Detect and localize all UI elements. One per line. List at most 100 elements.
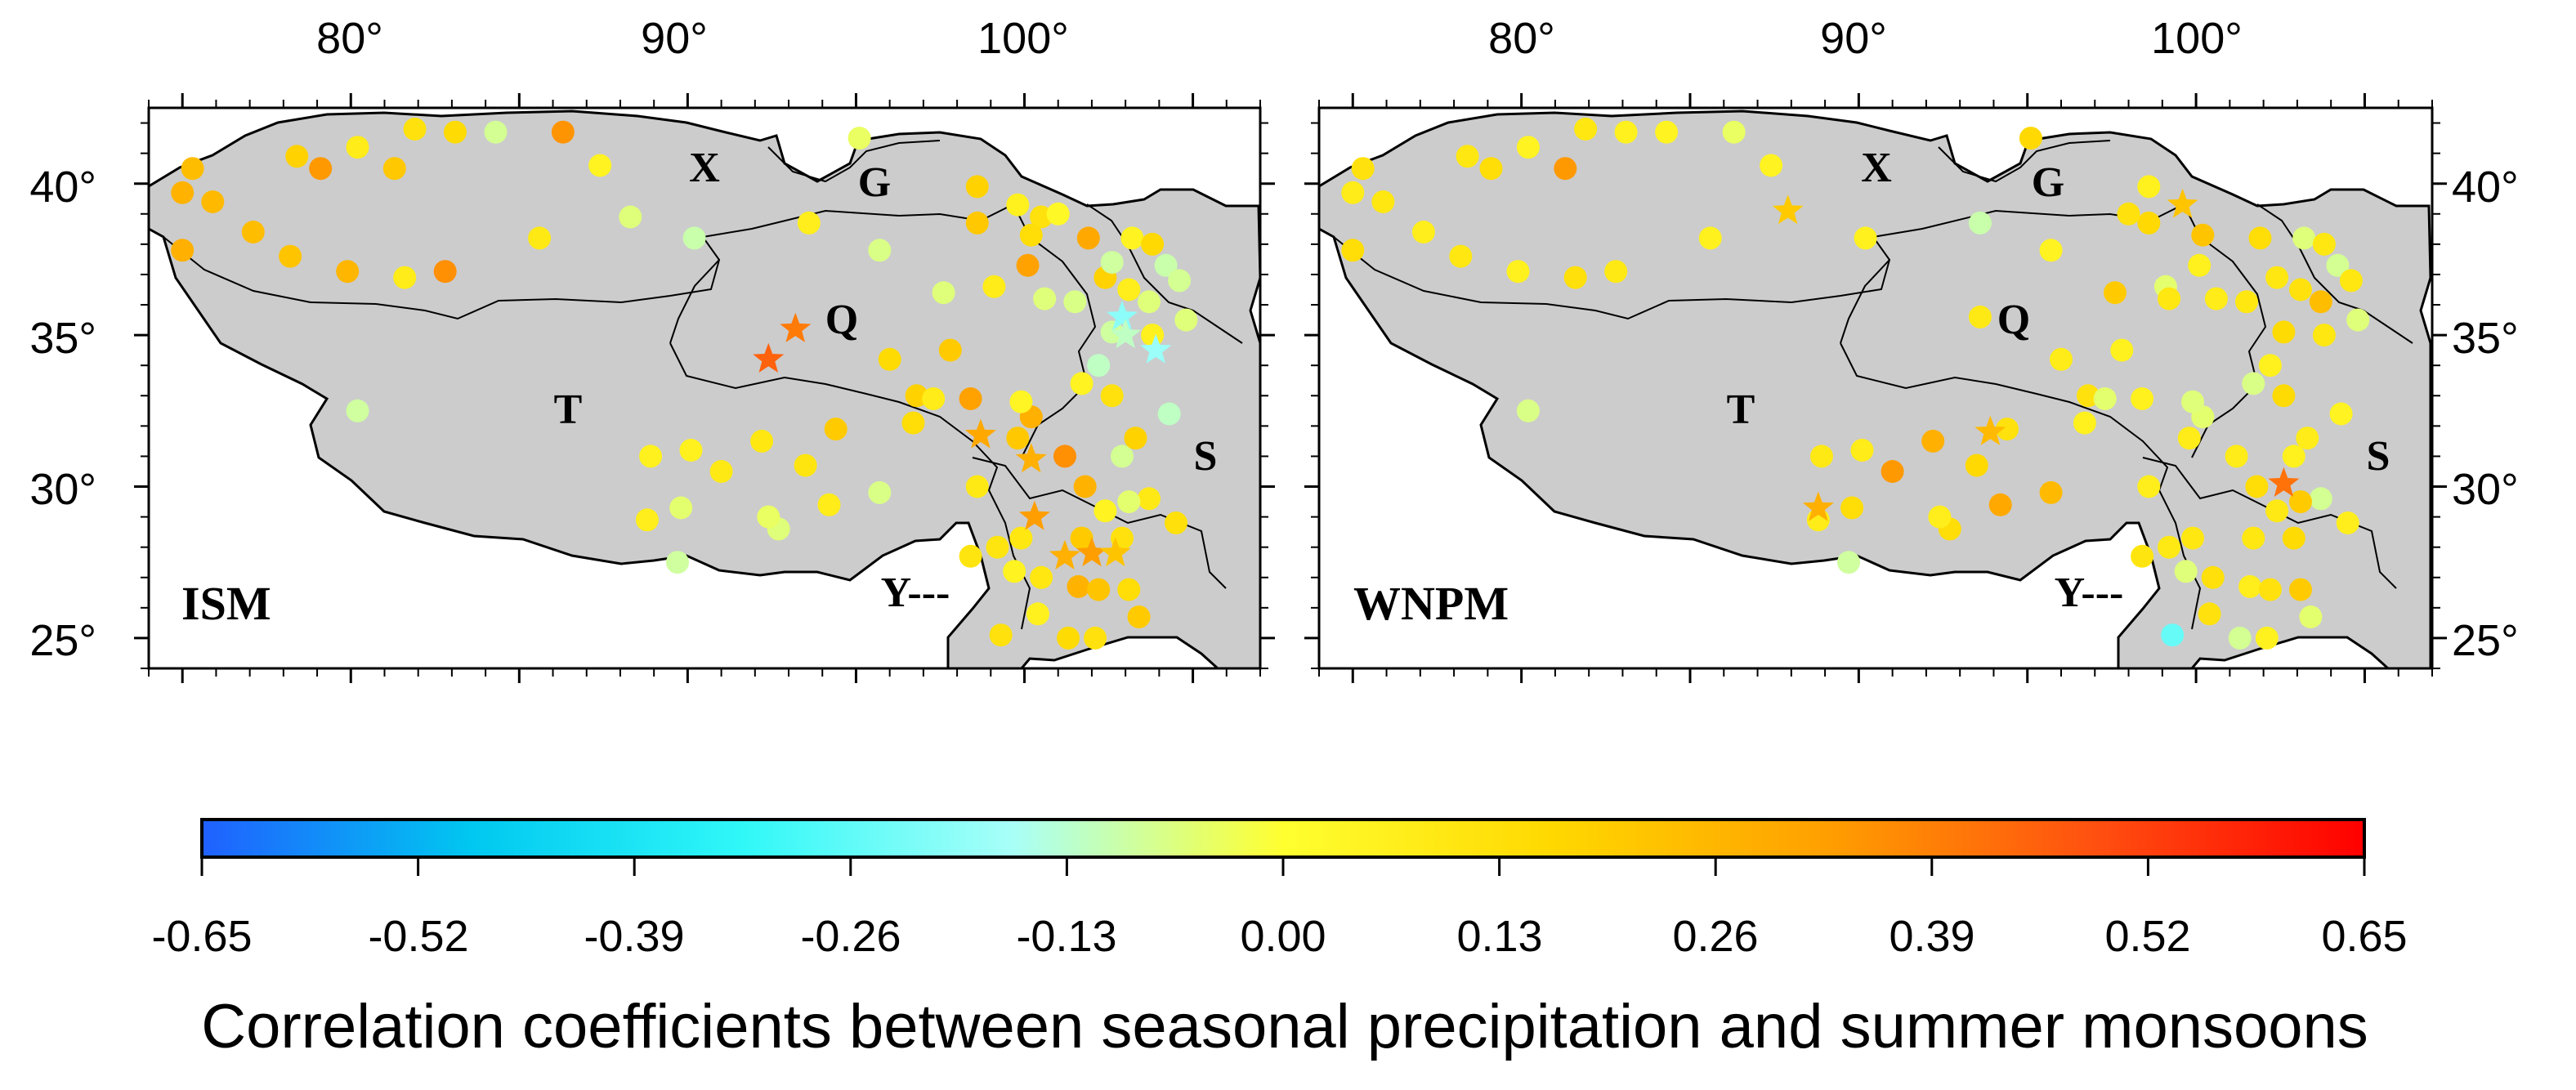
region-label-s: S	[2367, 433, 2390, 480]
station-dot	[1506, 260, 1530, 284]
colorbar-title: Correlation coefficients between seasona…	[201, 992, 2368, 1061]
panel-frame	[147, 106, 1262, 670]
colorbar-tick-label: 0.26	[1672, 912, 1758, 961]
station-dot	[965, 211, 989, 235]
station-dot	[1168, 269, 1192, 293]
station-dot	[1127, 605, 1151, 628]
significant-station-star	[1018, 500, 1050, 530]
station-dot	[989, 623, 1013, 647]
station-dot	[1154, 253, 1178, 277]
station-dot	[433, 260, 457, 284]
station-dot	[1850, 439, 1874, 462]
axis-ticks	[1304, 93, 2447, 683]
station-dot	[959, 544, 982, 568]
station-dot	[982, 275, 1006, 298]
station-dot	[1854, 226, 1877, 250]
station-dot	[1063, 290, 1087, 314]
station-dot	[1810, 444, 1833, 468]
station-dot	[346, 399, 369, 422]
panel-frame	[1317, 106, 2434, 670]
region-label-q: Q	[1997, 297, 2030, 343]
station-dot	[1117, 578, 1141, 601]
station-dot	[868, 480, 892, 504]
station-dot	[285, 145, 309, 168]
station-dot	[1341, 181, 1365, 204]
station-dot	[1881, 460, 1904, 483]
station-dot	[757, 505, 780, 529]
station-dot	[2336, 511, 2359, 534]
station-dot	[868, 239, 892, 262]
significant-station-star	[780, 312, 812, 342]
colorbar-tick-label: 0.65	[2321, 912, 2407, 961]
station-dot	[2272, 320, 2296, 344]
region-labels: X G Q T S Y---	[1727, 145, 2390, 616]
station-dot	[2050, 347, 2073, 371]
station-dot	[669, 496, 693, 520]
lat-label: 35°	[2452, 314, 2519, 363]
station-dot	[639, 444, 663, 468]
border-xinjiang-gansu	[767, 140, 941, 183]
station-dot	[2242, 372, 2265, 395]
station-dot	[2077, 384, 2100, 408]
lon-label: 80°	[316, 14, 383, 63]
station-dot	[1574, 118, 1598, 141]
station-dot	[2191, 223, 2215, 247]
station-dot	[444, 120, 467, 144]
colorbar: -0.65 -0.52 -0.39 -0.26 -0.13 0.00 0.13 …	[151, 818, 2408, 1061]
station-dot	[2309, 290, 2332, 314]
station-dot	[2289, 578, 2312, 601]
significant-station-star	[2167, 188, 2198, 218]
significant-station-star	[1974, 415, 2006, 445]
colorbar-tick-label: -0.65	[151, 912, 252, 961]
station-dot	[1019, 223, 1043, 247]
station-dot	[1087, 354, 1111, 377]
station-dot	[1076, 226, 1100, 250]
station-dot	[1093, 499, 1117, 523]
significant-station-star	[1015, 443, 1047, 473]
station-dot	[2181, 390, 2204, 413]
station-dot	[2258, 354, 2282, 377]
station-dot	[1030, 565, 1053, 589]
landmass	[149, 109, 1260, 668]
station-dot	[2181, 526, 2204, 550]
station-dot	[959, 387, 982, 410]
station-dot	[986, 535, 1009, 559]
lat-label: 25°	[29, 616, 96, 665]
station-dot	[709, 460, 733, 483]
station-dot	[2299, 605, 2323, 628]
region-label-q: Q	[825, 297, 858, 343]
significant-station-stars	[1772, 188, 2300, 521]
longitude-labels: 80° 90° 100°	[316, 14, 1069, 63]
station-dot	[279, 244, 302, 268]
station-dot	[797, 211, 821, 235]
panel-label-wnpm: WNPM	[1353, 577, 1509, 630]
station-dot	[2073, 411, 2096, 435]
station-dot	[2039, 239, 2063, 262]
station-dot	[1968, 211, 1992, 235]
station-dot	[1351, 157, 1375, 181]
station-dot	[1124, 427, 1147, 450]
station-dot	[1117, 278, 1141, 302]
station-dot	[2339, 269, 2363, 293]
lon-label: 80°	[1488, 14, 1555, 63]
station-dot	[1479, 157, 1503, 181]
station-dot	[1722, 120, 1746, 144]
border-qinghai-east	[1013, 203, 1097, 458]
station-dot	[551, 120, 575, 144]
station-dot	[965, 175, 989, 199]
station-dot	[1053, 444, 1076, 468]
significant-station-star	[1140, 333, 1172, 364]
station-markers	[1341, 118, 2370, 650]
station-dot	[932, 281, 955, 305]
region-label-x: X	[1861, 145, 1892, 191]
station-dot	[2137, 175, 2161, 199]
significant-station-star	[1772, 194, 1804, 225]
significant-station-star	[753, 342, 785, 373]
station-dot	[2228, 626, 2252, 650]
station-dot	[1006, 427, 1030, 450]
lon-label: 100°	[2151, 14, 2243, 63]
panel-label-ism: ISM	[181, 577, 271, 630]
station-dot	[2245, 475, 2269, 498]
colorbar-tick-label: 0.52	[2104, 912, 2190, 961]
